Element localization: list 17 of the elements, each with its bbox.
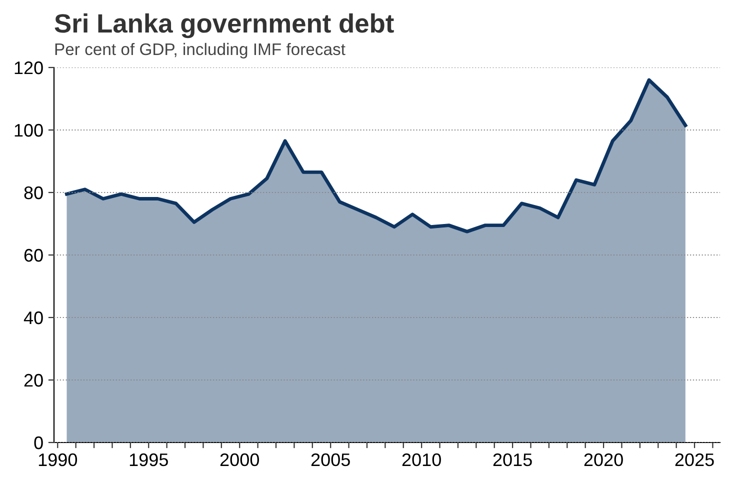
x-tick-label: 2015 — [493, 453, 532, 466]
x-tick-label: 2005 — [311, 453, 350, 466]
y-tick-label: 60 — [24, 248, 43, 262]
y-tick-label: 0 — [34, 436, 43, 450]
x-tick-label: 1995 — [130, 453, 168, 466]
y-tick-label: 120 — [14, 61, 43, 74]
x-tick-label: 1990 — [38, 453, 78, 466]
x-tick-label: 2010 — [402, 453, 441, 466]
y-tick-label: 80 — [24, 186, 43, 200]
x-tick-label: 2025 — [675, 453, 714, 466]
y-tick-label: 20 — [24, 374, 43, 387]
x-tick-label: 2020 — [584, 453, 623, 466]
y-tick-label: 40 — [24, 311, 43, 324]
chart-title: Sri Lanka government debt — [54, 13, 394, 38]
x-tick-label: 2000 — [220, 453, 259, 466]
y-tick-label: 100 — [14, 124, 43, 137]
chart-subtitle: Per cent of GDP, including IMF forecast — [55, 42, 346, 58]
